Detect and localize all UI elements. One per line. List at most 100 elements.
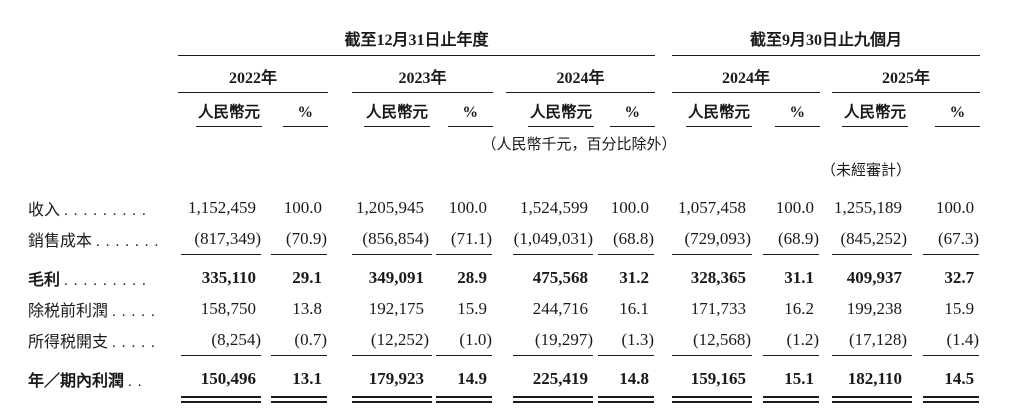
spacer	[820, 223, 832, 254]
value-cell: (17,128)	[848, 329, 908, 349]
sum-rule	[908, 254, 980, 262]
value-cell: 15.1	[784, 368, 815, 388]
section-header-nine-months: 截至9月30日止九個月	[672, 14, 981, 56]
value-cell: 159,165	[690, 368, 747, 388]
value-cell: (68.9)	[777, 228, 820, 248]
sum-rule	[262, 355, 328, 363]
spacer	[820, 93, 832, 128]
unaudited-note-row: （未經審計）	[28, 154, 980, 180]
value-cell: (856,854)	[362, 228, 429, 248]
value-cell: 14.9	[457, 368, 487, 388]
value-cell: 32.7	[944, 267, 975, 287]
table-row-income-tax-expense: 所得税開支..... (8,254) (0.7) (12,252) (1.0) …	[28, 324, 980, 355]
value-cell: 100.0	[448, 197, 487, 217]
sum-rule	[594, 254, 655, 262]
sum-rule-row	[28, 355, 980, 363]
row-label: 銷售成本.......	[28, 223, 178, 254]
spacer	[328, 363, 352, 394]
column-header-row: 人民幣元 % 人民幣元 % 人民幣元 % 人民幣元 % 人民幣元 %	[28, 93, 981, 128]
sum-rule	[178, 254, 262, 262]
double-rule	[262, 394, 328, 414]
dot-leader: .........	[64, 272, 152, 289]
value-cell: (1.3)	[621, 329, 655, 349]
value-cell: 100.0	[775, 197, 815, 217]
value-cell: (1.2)	[786, 329, 820, 349]
value-cell: (1,049,031)	[513, 228, 593, 248]
row-label: 年／期內利潤..	[28, 363, 178, 394]
spacer	[328, 93, 352, 128]
year-header-2023: 2023年	[352, 55, 493, 93]
spacer	[820, 293, 832, 324]
value-cell: 475,568	[532, 267, 588, 287]
spacer	[28, 254, 178, 262]
spacer	[493, 355, 506, 363]
value-cell: (68.8)	[612, 228, 655, 248]
value-cell: (8,254)	[211, 329, 261, 349]
double-rule	[178, 394, 262, 414]
row-label-text: 年／期內利潤	[28, 372, 125, 390]
spacer	[820, 394, 832, 414]
spacer	[28, 127, 178, 154]
spacer	[820, 355, 832, 363]
spacer	[655, 394, 672, 414]
column-header-rmb-label: 人民幣元	[195, 100, 262, 127]
column-header-pct-label: %	[934, 104, 981, 127]
value-cell: (0.7)	[294, 329, 327, 349]
sum-rule	[506, 355, 594, 363]
value-cell: 1,057,458	[678, 197, 747, 217]
column-header-pct-label: %	[282, 104, 328, 127]
spacer	[655, 262, 672, 293]
column-header-pct-label: %	[447, 104, 493, 127]
spacer	[655, 223, 672, 254]
table-row-gross-profit: 毛利......... 335,110 29.1 349,091 28.9 47…	[28, 262, 980, 293]
dot-leader: ..	[128, 373, 148, 390]
spacer	[655, 192, 672, 223]
double-rule	[352, 394, 432, 414]
column-header-rmb-label: 人民幣元	[527, 100, 594, 127]
spacer	[655, 93, 672, 128]
value-cell: 328,365	[690, 267, 747, 287]
value-cell: (71.1)	[450, 228, 492, 248]
table-row-profit-before-tax: 除税前利潤..... 158,750 13.8 192,175 15.9 244…	[28, 293, 980, 324]
row-label-text: 除税前利潤	[28, 302, 109, 320]
value-cell: 16.1	[619, 298, 650, 318]
spacer	[28, 93, 178, 128]
sum-rule	[752, 355, 820, 363]
sum-rule	[506, 254, 594, 262]
dot-leader: .....	[112, 334, 161, 351]
sum-rule	[178, 355, 262, 363]
spacer	[328, 223, 352, 254]
spacer	[820, 254, 832, 262]
value-cell: 100.0	[935, 197, 975, 217]
column-header-rmb: 人民幣元	[832, 93, 909, 127]
spacer	[655, 363, 672, 394]
spacer	[28, 394, 178, 414]
row-label: 所得税開支.....	[28, 324, 178, 355]
value-cell: 13.8	[292, 298, 322, 318]
sum-rule	[352, 254, 432, 262]
double-rule	[752, 394, 820, 414]
sum-rule	[908, 355, 980, 363]
spacer	[493, 363, 506, 394]
spacer	[328, 56, 352, 93]
value-cell: (1.4)	[946, 329, 980, 349]
spacer	[328, 254, 352, 262]
sum-rule-row	[28, 254, 980, 262]
value-cell: (1.0)	[459, 329, 492, 349]
row-label-text: 所得税開支	[28, 333, 109, 351]
value-cell: 31.1	[784, 267, 815, 287]
value-cell: 244,716	[532, 298, 588, 318]
row-label-text: 毛利	[28, 271, 61, 289]
value-cell: 13.1	[292, 368, 322, 388]
spacer	[820, 56, 832, 93]
value-cell: 14.8	[619, 368, 650, 388]
spacer	[28, 154, 752, 180]
spacer	[493, 56, 506, 93]
column-header-rmb: 人民幣元	[672, 93, 753, 127]
sum-rule	[430, 254, 493, 262]
value-cell: (817,349)	[194, 228, 261, 248]
spacer	[493, 324, 506, 355]
spacer	[820, 192, 832, 223]
table-row-revenue: 收入......... 1,152,459 100.0 1,205,945 10…	[28, 192, 980, 223]
